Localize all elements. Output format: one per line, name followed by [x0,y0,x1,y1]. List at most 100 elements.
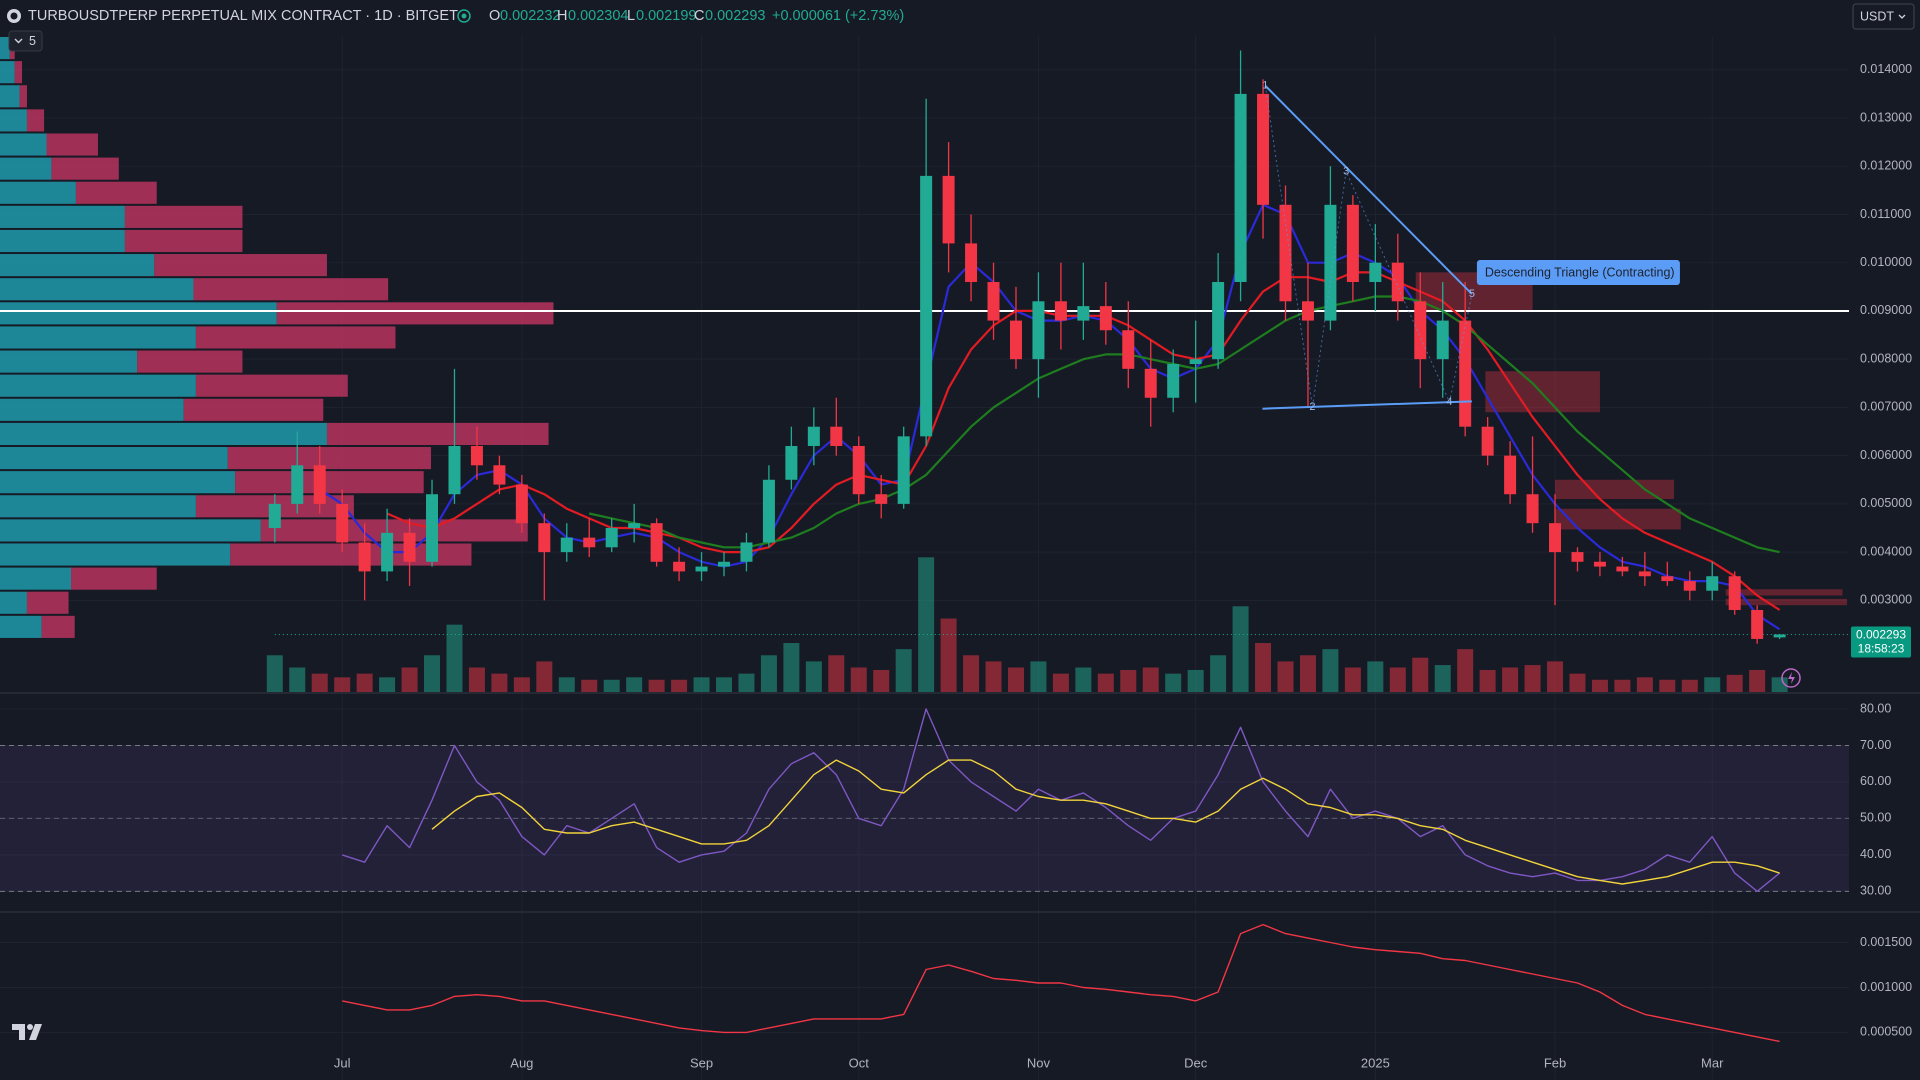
currency-label: USDT [1860,9,1894,23]
supply-zone [1485,371,1600,413]
y-tick-label: 0.006000 [1860,448,1912,462]
candle-body [1706,576,1719,591]
lightning-icon [1788,672,1795,684]
volume-bar [379,677,396,692]
ohlc-label: H [557,8,567,24]
volume-bar [1547,661,1564,692]
volume-bar [1412,657,1429,692]
volume-bar [1097,673,1114,692]
profile-sell-bar [154,254,327,277]
chevron-icon [1898,14,1906,19]
profile-sell-bar [183,398,324,421]
candle-body [1549,523,1562,553]
ohlc-value: 0.002199 [636,8,696,24]
ohlc-label: L [627,8,635,24]
tradingview-logo[interactable] [12,1024,42,1040]
candle-body [1234,93,1247,282]
candle-body [1346,204,1359,282]
profile-buy-bar [0,109,27,132]
volume-bar [491,673,508,692]
y-tick-label: 50.00 [1860,811,1891,825]
profile-buy-bar [0,519,261,542]
market-status[interactable] [457,9,471,23]
volume-bar [289,667,306,692]
annotation-layer: 1 2 3 4 5 Descending Triangle (Contracting) [1262,80,1680,413]
volume-bar [940,618,957,692]
volume-bar [760,655,777,692]
profile-buy-bar [0,615,42,638]
chevron-icon [14,38,23,44]
volume-bar [1681,679,1698,692]
axis-layer: 0.003000 0.004000 0.005000 0.006000 0.007000… [334,62,1912,1070]
volume-bar [1255,643,1272,692]
candle-body [965,243,978,282]
volume-bar [1030,661,1047,692]
volume-bar [581,679,598,692]
rsi-band [0,745,1849,892]
profile-buy-bar [0,422,327,445]
currency-select[interactable] [1852,3,1915,30]
candle-body [583,537,596,548]
plot-layer [0,50,1849,1043]
candle-body [1279,204,1292,302]
candle-body [560,537,573,553]
candle-body [268,503,281,528]
ohlc-value: 0.002232 [500,8,560,24]
volume-bar [895,649,912,692]
candle-body [1526,494,1539,524]
candle-body [1167,364,1180,398]
pattern-label-box [1476,260,1680,286]
profile-buy-bar [0,61,15,84]
profile-buy-bar [0,157,52,180]
volume-bar [424,655,441,692]
candle-body [852,446,865,495]
volume-bar [558,677,575,692]
profile-sell-bar [46,133,98,156]
volume-bar [536,661,553,692]
candle-body [1099,306,1112,331]
volume-bar [1771,677,1788,692]
x-tick-label: Oct [849,1055,870,1070]
candle-body [448,446,461,495]
candle-body [695,566,708,572]
candle-body [381,532,394,572]
back-layer [0,37,1849,892]
change-value: +0.000061 (+2.73%) [772,8,904,24]
profile-buy-bar [0,254,155,277]
candle-body [1683,581,1696,591]
candle-body [1391,262,1404,302]
supply-zone [1725,598,1847,606]
profile-sell-bar [195,374,348,397]
volume-bar [738,673,755,692]
profile-sell-bar [124,229,243,253]
candle-body [1144,368,1157,398]
volume-bar [266,655,283,692]
volume-bar [1277,661,1294,692]
candle-body [807,426,820,446]
candle-body [718,561,730,567]
candle-body [1189,359,1202,364]
candle-body [1032,301,1045,360]
volume-bar [716,677,732,692]
indicators-toggle[interactable] [8,30,43,52]
y-tick-label: 0.007000 [1860,400,1912,414]
profile-sell-bar [195,326,396,349]
y-tick-label: 0.001500 [1860,935,1912,949]
volume-bar [1569,673,1586,692]
volume-bar [963,655,980,692]
candle-body [785,446,798,480]
alert-button[interactable] [1781,668,1801,688]
profile-buy-bar [0,567,72,590]
y-tick-label: 0.014000 [1860,62,1912,76]
candle-body [403,532,416,562]
symbol-icon-inner [10,12,18,20]
volume-bar [1726,674,1743,692]
profile-sell-bar [75,181,157,204]
volume-bar [468,667,485,692]
x-tick-label: Aug [510,1055,533,1070]
symbol-title[interactable]: TURBOUSDTPERP PERPETUAL MIX CONTRACT · 1… [28,8,458,24]
volume-bar [1344,667,1361,692]
candle-body [515,484,528,524]
y-tick-label: 60.00 [1860,774,1891,788]
